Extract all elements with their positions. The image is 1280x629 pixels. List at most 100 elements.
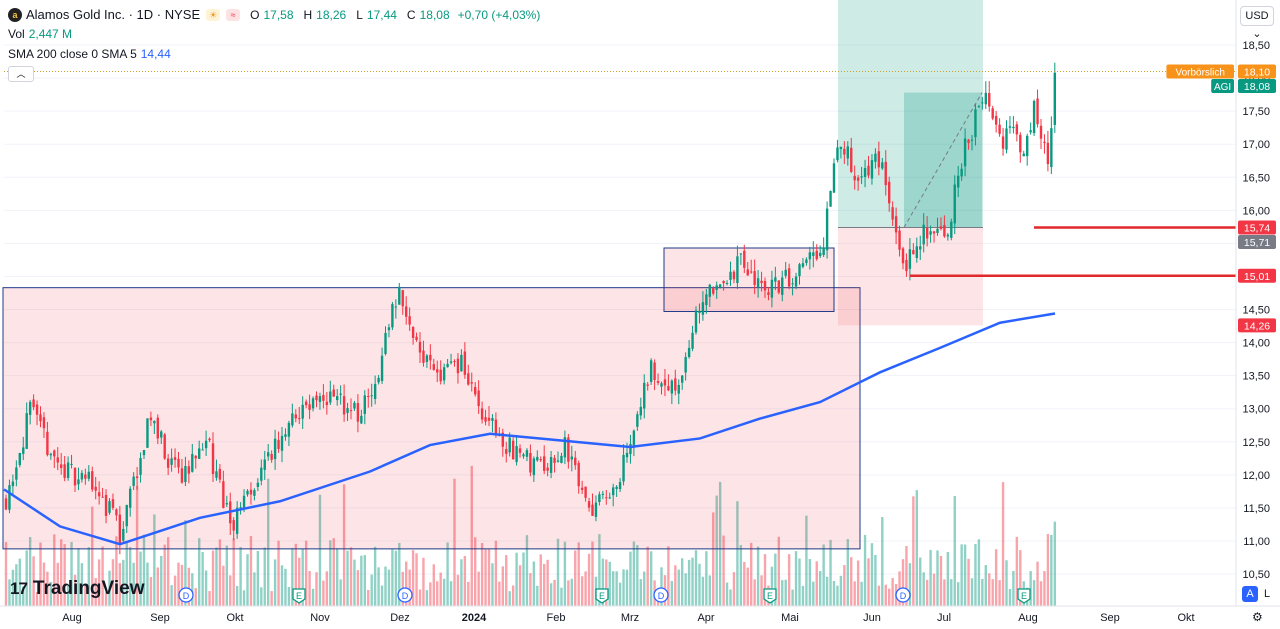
volume-bar <box>681 558 684 606</box>
volume-bar <box>249 535 253 606</box>
volume-bar <box>222 565 225 606</box>
candle-body <box>922 224 925 245</box>
volume-bar <box>701 576 705 606</box>
candle-body <box>898 230 901 250</box>
candle-body <box>622 454 625 482</box>
tradingview-logo[interactable]: 17 TradingView <box>10 578 145 600</box>
volume-bar <box>263 547 266 606</box>
candle-body <box>953 184 956 224</box>
candle-body <box>625 452 629 458</box>
volume-bar <box>812 581 815 606</box>
chevron-up-icon[interactable]: ︿ <box>8 66 34 82</box>
candle-body <box>846 146 849 159</box>
candle-body <box>825 208 829 251</box>
candle-body <box>805 259 808 263</box>
earnings-marker[interactable]: E <box>763 588 777 604</box>
volume-bar <box>432 564 435 606</box>
candle-body <box>160 431 163 438</box>
volume-bar <box>957 582 960 606</box>
candle-body <box>881 162 884 169</box>
volume-bar <box>543 563 546 606</box>
volume-bar <box>449 581 453 606</box>
candle-body <box>646 384 649 386</box>
volume-bar <box>615 571 618 606</box>
volume-bar <box>442 578 446 606</box>
volume-bar <box>122 559 125 606</box>
auto-scale-button[interactable]: A <box>1242 586 1258 602</box>
volume-bar <box>242 590 246 606</box>
candle-body <box>970 139 974 141</box>
candle-body <box>25 413 28 449</box>
x-tick-label: Okt <box>226 612 243 624</box>
wave-icon[interactable]: ≈ <box>226 8 241 21</box>
candle-body <box>149 417 153 421</box>
candle-body <box>415 336 418 341</box>
x-tick-label: Dez <box>390 612 410 624</box>
ohlc-values: O 17,58 H 18,26 L 17,44 C 18,08 <box>244 8 454 22</box>
price-badge <box>1238 78 1276 93</box>
candle-body <box>291 413 294 426</box>
volume-bar <box>318 494 322 606</box>
candle-body <box>915 246 918 259</box>
earnings-marker[interactable]: E <box>292 588 306 604</box>
sma-label: SMA 200 close 0 SMA 5 <box>8 47 137 61</box>
dividend-marker[interactable]: D <box>895 587 911 603</box>
price-badge-value: 18,10 <box>1244 66 1270 78</box>
candle-body <box>756 278 760 288</box>
candle-body <box>342 396 346 415</box>
candle-body <box>318 396 322 402</box>
volume-bar <box>15 564 18 606</box>
candle-body <box>298 418 301 420</box>
candle-body <box>4 498 8 510</box>
candle-body <box>267 452 270 457</box>
sma-legend[interactable]: SMA 200 close 0 SMA 5 14,44 <box>8 47 175 61</box>
earnings-marker[interactable]: E <box>1017 588 1031 604</box>
candle-body <box>232 520 235 531</box>
volume-bar <box>218 539 222 606</box>
sma-value: 14,44 <box>140 47 171 61</box>
volume-bar <box>608 561 611 606</box>
log-scale-button[interactable]: L <box>1264 588 1271 600</box>
volume-bar <box>991 579 994 606</box>
currency-selector[interactable]: USD ⌄ <box>1240 6 1274 40</box>
volume-bar <box>425 590 429 606</box>
volume-bar <box>339 579 342 606</box>
volume-bar <box>18 558 21 606</box>
candle-body <box>49 453 53 456</box>
candle-body <box>384 332 387 354</box>
dividend-marker[interactable]: D <box>653 587 669 603</box>
dividend-marker[interactable]: D <box>178 587 194 603</box>
candle-body <box>705 294 708 306</box>
candle-body <box>725 283 729 285</box>
dividend-marker[interactable]: D <box>397 587 413 603</box>
symbol-legend[interactable]: a Alamos Gold Inc. · 1D · NYSE ☀ ≈ O 17,5… <box>8 7 544 22</box>
candle-body <box>80 472 84 480</box>
candle-body <box>660 383 663 387</box>
symbol-title[interactable]: Alamos Gold Inc. · 1D · NYSE <box>26 7 201 22</box>
candle-body <box>643 382 646 409</box>
volume-bar <box>474 537 477 606</box>
volume-bar <box>846 539 849 606</box>
candle-body <box>346 408 349 413</box>
volume-bar <box>63 544 66 606</box>
volume-bar <box>405 561 408 606</box>
volume-bar <box>556 538 560 606</box>
earnings-marker[interactable]: E <box>595 588 609 604</box>
volume-bar <box>877 585 881 606</box>
candle-body <box>263 459 266 470</box>
volume-bar <box>1001 482 1005 606</box>
sun-icon[interactable]: ☀ <box>206 8 221 21</box>
volume-bar <box>77 548 80 606</box>
candle-body <box>636 414 639 427</box>
volume-bar <box>208 591 211 606</box>
candle-body <box>798 264 801 277</box>
volume-bar <box>791 589 794 606</box>
gear-icon[interactable]: ⚙ <box>1252 610 1263 624</box>
candle-body <box>84 474 87 479</box>
candle-body <box>743 250 746 268</box>
price-badge-value: 15,01 <box>1244 271 1270 283</box>
currency-label: USD <box>1245 10 1269 22</box>
volume-legend[interactable]: Vol 2,447 M <box>8 27 76 41</box>
candle-body <box>694 310 698 333</box>
